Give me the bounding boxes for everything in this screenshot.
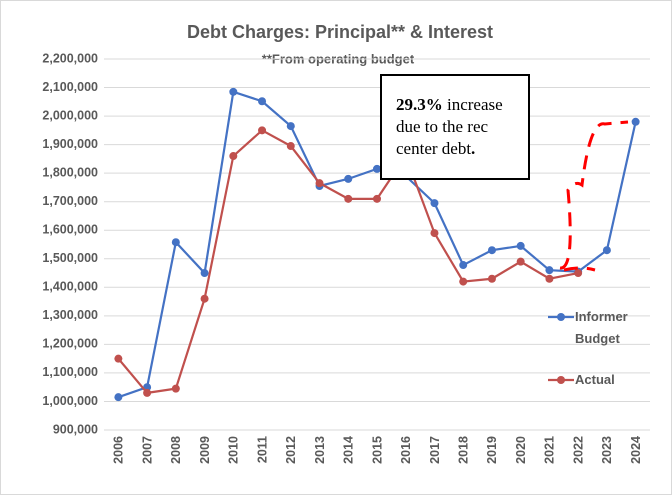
y-tick-label: 900,000 <box>53 422 98 436</box>
x-tick-label: 2022 <box>571 436 585 464</box>
data-point <box>631 117 640 126</box>
x-tick-label: 2009 <box>198 436 212 464</box>
data-point <box>516 241 525 250</box>
legend-label: Actual <box>575 372 615 387</box>
x-tick-label: 2021 <box>543 436 557 464</box>
data-point <box>602 246 611 255</box>
x-tick-label: 2019 <box>485 436 499 464</box>
y-tick-label: 2,000,000 <box>42 108 98 122</box>
y-tick-label: 1,500,000 <box>42 251 98 265</box>
data-point <box>459 261 468 270</box>
data-point <box>258 97 267 106</box>
y-tick-label: 1,300,000 <box>42 308 98 322</box>
y-tick-label: 1,600,000 <box>42 223 98 237</box>
data-point <box>487 274 496 283</box>
chart-title: Debt Charges: Principal** & Interest <box>187 22 493 42</box>
data-point <box>430 229 439 238</box>
data-point <box>200 269 209 278</box>
x-tick-label: 2023 <box>600 436 614 464</box>
data-point <box>114 393 123 402</box>
legend-swatch <box>557 313 565 321</box>
x-tick-label: 2011 <box>255 436 269 463</box>
data-point <box>200 294 209 303</box>
y-tick-label: 1,400,000 <box>42 280 98 294</box>
x-tick-label: 2013 <box>313 436 327 464</box>
data-point <box>430 199 439 208</box>
data-point <box>286 142 295 151</box>
x-tick-label: 2014 <box>342 436 356 464</box>
data-point <box>574 269 583 278</box>
y-tick-label: 1,700,000 <box>42 194 98 208</box>
data-point <box>114 354 123 363</box>
annotation-text: increase due to the rec center debt <box>396 95 503 158</box>
y-tick-label: 1,800,000 <box>42 165 98 179</box>
annotation-box: 29.3% increase due to the rec center deb… <box>380 74 530 180</box>
data-point <box>229 152 238 161</box>
data-point <box>344 194 353 203</box>
data-point <box>459 277 468 286</box>
data-point <box>258 126 267 135</box>
y-tick-label: 1,000,000 <box>42 394 98 408</box>
data-point <box>373 194 381 203</box>
x-tick-label: 2018 <box>457 436 471 464</box>
data-point <box>171 384 180 393</box>
data-point <box>229 87 238 96</box>
data-point <box>487 246 496 255</box>
x-tick-label: 2012 <box>284 436 298 464</box>
y-tick-label: 1,100,000 <box>42 365 98 379</box>
data-point <box>373 164 381 173</box>
y-tick-label: 1,900,000 <box>42 137 98 151</box>
data-point <box>286 122 295 131</box>
y-tick-label: 2,200,000 <box>42 51 98 65</box>
x-tick-label: 2015 <box>370 436 384 464</box>
data-point <box>315 179 324 188</box>
callout-curve <box>563 266 596 272</box>
x-tick-label: 2007 <box>140 436 154 464</box>
annotation-text: . <box>471 139 476 158</box>
data-point <box>143 388 152 397</box>
data-point <box>516 257 525 266</box>
x-tick-label: 2006 <box>112 436 126 464</box>
legend-label: Informer Budget <box>575 309 628 346</box>
data-point <box>545 266 554 275</box>
data-point <box>344 174 353 183</box>
annotation-text: 29.3% <box>396 95 443 114</box>
x-tick-label: 2010 <box>227 436 241 464</box>
data-point <box>171 238 180 247</box>
x-tick-label: 2016 <box>399 436 413 464</box>
data-point <box>545 274 554 283</box>
x-tick-label: 2008 <box>169 436 183 464</box>
x-tick-label: 2024 <box>629 436 643 464</box>
x-tick-label: 2017 <box>428 436 442 464</box>
y-tick-label: 2,100,000 <box>42 80 98 94</box>
legend-swatch <box>557 376 565 384</box>
y-tick-label: 1,200,000 <box>42 337 98 351</box>
x-tick-label: 2020 <box>514 436 528 464</box>
